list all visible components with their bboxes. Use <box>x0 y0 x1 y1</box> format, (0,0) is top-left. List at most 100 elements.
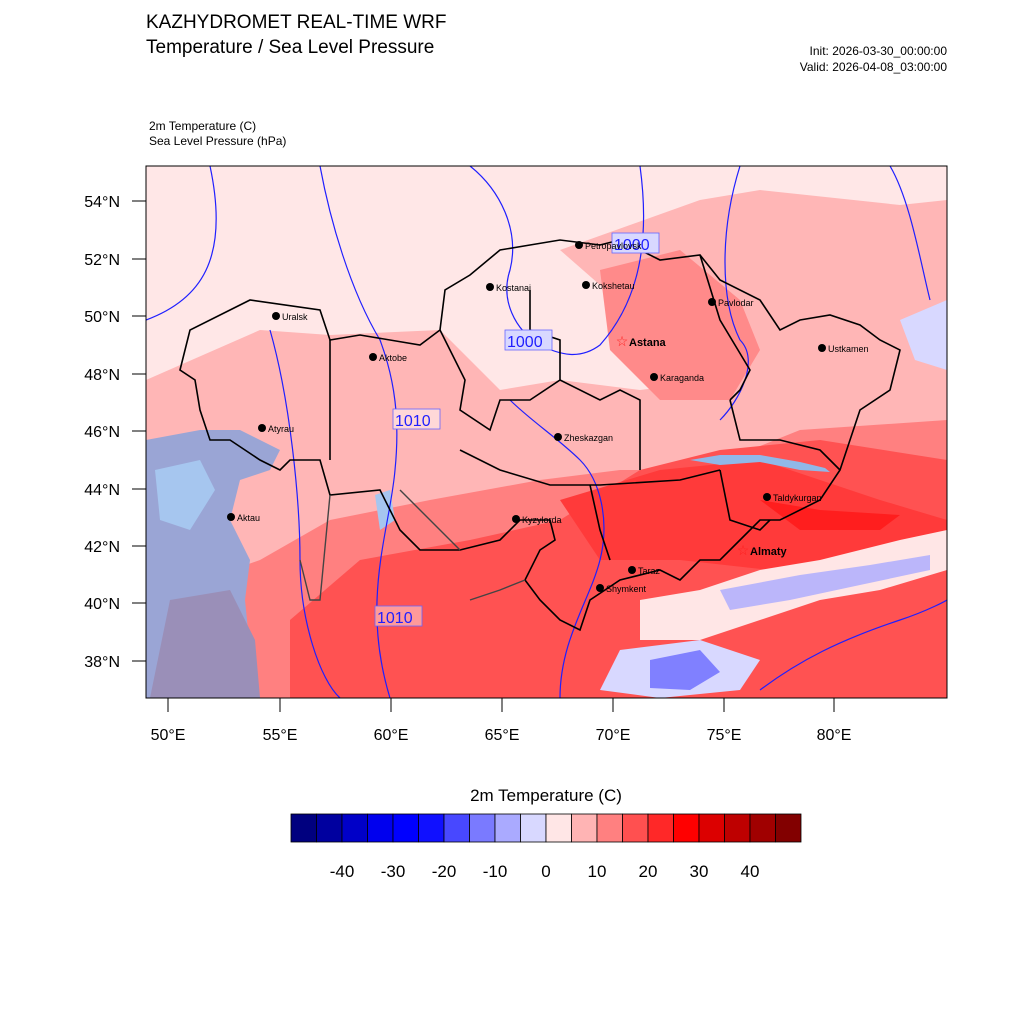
isobar-labels: 1000 1000 1010 1010 <box>374 232 660 627</box>
city-marker <box>575 241 583 249</box>
temperature-variable-label: 2m Temperature (C) <box>149 119 257 133</box>
lon-label: 65°E <box>485 727 520 744</box>
capital-star-icon: ☆ <box>616 333 629 349</box>
colorbar-box <box>392 813 419 843</box>
valid-time: Valid: 2026-04-08_03:00:00 <box>799 60 947 74</box>
colorbar-box <box>469 813 496 843</box>
isobar-label: 1010 <box>377 610 413 627</box>
city-marker <box>486 283 494 291</box>
cities: Petropavlovsk Kostanai Kokshetau Uralsk … <box>227 241 869 594</box>
lat-label: 38°N <box>84 654 120 671</box>
city-marker <box>272 312 280 320</box>
city-marker <box>582 281 590 289</box>
city-label: Kostanai <box>496 283 531 293</box>
colorbar-tick-label: 10 <box>588 862 607 881</box>
city-label: Uralsk <box>282 312 308 322</box>
colorbar-box <box>520 813 547 843</box>
city-label: Atyrau <box>268 424 294 434</box>
city-label: Shymkent <box>606 584 647 594</box>
colorbar-tick-label: 0 <box>541 862 550 881</box>
pressure-variable-label: Sea Level Pressure (hPa) <box>149 134 287 148</box>
lon-label: 70°E <box>596 727 631 744</box>
city-label: Taldykurgan <box>773 493 822 503</box>
colorbar-tick-label: -30 <box>381 862 406 881</box>
colorbar-box <box>443 813 470 843</box>
city-label: Petropavlovsk <box>585 241 642 251</box>
isobar-label: 1000 <box>507 334 543 351</box>
lon-labels: 50°E 55°E 60°E 65°E 70°E 75°E 80°E <box>151 727 852 744</box>
colorbar-tick-label: 30 <box>690 862 709 881</box>
city-label: Astana <box>629 337 667 349</box>
colorbar-box <box>775 813 802 843</box>
city-marker <box>369 353 377 361</box>
city-marker <box>258 424 266 432</box>
colorbar-box <box>698 813 725 843</box>
lon-label: 80°E <box>817 727 852 744</box>
colorbar-box <box>622 813 649 843</box>
map-frame <box>145 165 948 699</box>
admin-boundaries <box>179 239 901 632</box>
lon-ticks <box>167 698 835 712</box>
capital-star-icon: ☆ <box>737 542 750 558</box>
colorbar-tick-labels: -40 -30 -20 -10 0 10 20 30 40 <box>330 862 760 881</box>
lon-label: 50°E <box>151 727 186 744</box>
city-marker <box>512 515 520 523</box>
colorbar-box <box>647 813 674 843</box>
lat-label: 54°N <box>84 194 120 211</box>
isobar-label: 1000 <box>614 237 650 254</box>
city-marker <box>227 513 235 521</box>
colorbar-box <box>571 813 598 843</box>
lat-label: 52°N <box>84 252 120 269</box>
map-title: KAZHYDROMET REAL-TIME WRF <box>146 12 447 33</box>
colorbar-box <box>545 813 572 843</box>
colorbar-box <box>316 813 343 843</box>
colorbar-box <box>596 813 623 843</box>
colorbar-box <box>494 813 521 843</box>
city-label: Aktobe <box>379 353 407 363</box>
city-marker <box>818 344 826 352</box>
city-label: Taraz <box>638 566 661 576</box>
colorbar-box <box>290 813 317 843</box>
lat-ticks <box>132 200 146 662</box>
lat-label: 40°N <box>84 596 120 613</box>
init-time: Init: 2026-03-30_00:00:00 <box>809 44 947 58</box>
country-boundary <box>299 489 526 601</box>
city-label: Kokshetau <box>592 281 635 291</box>
city-marker <box>708 298 716 306</box>
colorbar-box <box>367 813 394 843</box>
colorbar-tick-label: -40 <box>330 862 355 881</box>
colorbar-tick-label: 20 <box>639 862 658 881</box>
city-label: Almaty <box>750 546 788 558</box>
lon-label: 60°E <box>374 727 409 744</box>
colorbar-title: 2m Temperature (C) <box>470 786 622 805</box>
city-marker <box>628 566 636 574</box>
city-marker <box>650 373 658 381</box>
colorbar <box>290 813 802 843</box>
colorbar-box <box>418 813 445 843</box>
lat-label: 44°N <box>84 482 120 499</box>
colorbar-box <box>673 813 700 843</box>
colorbar-box <box>749 813 776 843</box>
lat-label: 50°N <box>84 309 120 326</box>
colorbar-box <box>724 813 751 843</box>
city-label: Pavlodar <box>718 298 754 308</box>
map-subtitle: Temperature / Sea Level Pressure <box>146 37 435 58</box>
lat-label: 46°N <box>84 424 120 441</box>
colorbar-tick-label: -10 <box>483 862 508 881</box>
city-label: Ustkamen <box>828 344 869 354</box>
temperature-field <box>146 166 947 698</box>
colorbar-tick-label: -20 <box>432 862 457 881</box>
city-marker <box>554 433 562 441</box>
city-label: Zheskazgan <box>564 433 613 443</box>
city-label: Kyzylorda <box>522 515 562 525</box>
city-label: Karaganda <box>660 373 704 383</box>
city-label: Aktau <box>237 513 260 523</box>
lat-label: 42°N <box>84 539 120 556</box>
colorbar-box <box>341 813 368 843</box>
city-marker <box>596 584 604 592</box>
city-marker <box>763 493 771 501</box>
lat-label: 48°N <box>84 367 120 384</box>
colorbar-tick-label: 40 <box>741 862 760 881</box>
lat-labels: 54°N 52°N 50°N 48°N 46°N 44°N 42°N 40°N … <box>84 194 120 671</box>
